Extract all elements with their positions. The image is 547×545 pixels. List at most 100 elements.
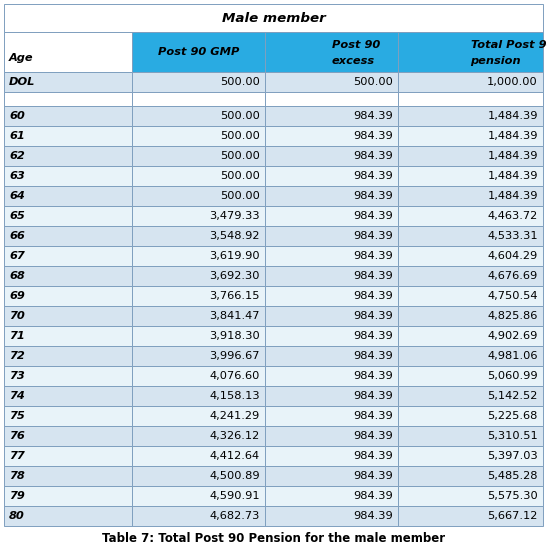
Text: 984.39: 984.39 (353, 291, 393, 301)
Bar (398, 266, 543, 286)
Bar (4, 506, 132, 526)
Bar (398, 486, 543, 506)
Text: 5,142.52: 5,142.52 (487, 391, 538, 401)
Bar (398, 366, 543, 386)
Bar (398, 426, 543, 446)
Text: 4,981.06: 4,981.06 (487, 351, 538, 361)
Text: excess: excess (331, 56, 375, 66)
Text: 3,619.90: 3,619.90 (210, 251, 260, 261)
Text: 984.39: 984.39 (353, 391, 393, 401)
Bar (398, 446, 543, 466)
Text: 4,158.13: 4,158.13 (210, 391, 260, 401)
Text: 5,575.30: 5,575.30 (487, 491, 538, 501)
Bar (265, 166, 398, 186)
Bar (132, 506, 265, 526)
Text: 984.39: 984.39 (353, 171, 393, 181)
Text: 5,060.99: 5,060.99 (487, 371, 538, 381)
Bar (398, 106, 543, 126)
Text: 1,484.39: 1,484.39 (487, 191, 538, 201)
Text: Table 7: Total Post 90 Pension for the male member: Table 7: Total Post 90 Pension for the m… (102, 531, 445, 544)
Bar (132, 92, 265, 106)
Text: 67: 67 (9, 251, 25, 261)
Text: 66: 66 (9, 231, 25, 241)
Text: 4,604.29: 4,604.29 (488, 251, 538, 261)
Bar (398, 506, 543, 526)
Text: 4,676.69: 4,676.69 (488, 271, 538, 281)
Text: 5,397.03: 5,397.03 (487, 451, 538, 461)
Bar (265, 306, 398, 326)
Text: pension: pension (470, 56, 521, 66)
Bar (132, 386, 265, 406)
Bar (265, 486, 398, 506)
Text: 4,682.73: 4,682.73 (210, 511, 260, 521)
Text: 500.00: 500.00 (220, 77, 260, 87)
Text: 984.39: 984.39 (353, 271, 393, 281)
Bar (132, 466, 265, 486)
Text: 984.39: 984.39 (353, 331, 393, 341)
Bar (398, 206, 543, 226)
Text: 984.39: 984.39 (353, 511, 393, 521)
Bar (132, 226, 265, 246)
Bar (265, 186, 398, 206)
Bar (265, 466, 398, 486)
Text: 3,996.67: 3,996.67 (210, 351, 260, 361)
Text: 1,484.39: 1,484.39 (487, 131, 538, 141)
Bar (4, 386, 132, 406)
Bar (132, 286, 265, 306)
Text: 72: 72 (9, 351, 25, 361)
Text: 1,000.00: 1,000.00 (487, 77, 538, 87)
Bar (132, 106, 265, 126)
Text: 75: 75 (9, 411, 25, 421)
Bar (4, 186, 132, 206)
Text: 984.39: 984.39 (353, 211, 393, 221)
Text: 984.39: 984.39 (353, 151, 393, 161)
Bar (265, 366, 398, 386)
Bar (4, 286, 132, 306)
Bar (398, 246, 543, 266)
Text: 4,750.54: 4,750.54 (487, 291, 538, 301)
Bar (4, 366, 132, 386)
Bar (265, 286, 398, 306)
Bar (398, 346, 543, 366)
Text: 500.00: 500.00 (220, 131, 260, 141)
Text: 984.39: 984.39 (353, 411, 393, 421)
Bar (265, 346, 398, 366)
Text: 4,825.86: 4,825.86 (487, 311, 538, 321)
Text: 76: 76 (9, 431, 25, 441)
Bar (132, 446, 265, 466)
Text: 65: 65 (9, 211, 25, 221)
Text: 74: 74 (9, 391, 25, 401)
Text: 984.39: 984.39 (353, 231, 393, 241)
Bar (132, 406, 265, 426)
Text: 4,326.12: 4,326.12 (210, 431, 260, 441)
Text: 61: 61 (9, 131, 25, 141)
Text: 984.39: 984.39 (353, 131, 393, 141)
Text: 984.39: 984.39 (353, 311, 393, 321)
Bar (4, 4, 543, 32)
Text: 984.39: 984.39 (353, 491, 393, 501)
Bar (4, 306, 132, 326)
Text: 4,463.72: 4,463.72 (488, 211, 538, 221)
Text: Age: Age (9, 53, 33, 63)
Bar (132, 126, 265, 146)
Bar (132, 366, 265, 386)
Bar (265, 72, 398, 92)
Text: 3,766.15: 3,766.15 (210, 291, 260, 301)
Text: 71: 71 (9, 331, 25, 341)
Bar (132, 326, 265, 346)
Text: 500.00: 500.00 (353, 77, 393, 87)
Bar (4, 446, 132, 466)
Text: 984.39: 984.39 (353, 251, 393, 261)
Bar (398, 146, 543, 166)
Bar (4, 466, 132, 486)
Bar (4, 226, 132, 246)
Bar (132, 72, 265, 92)
Bar (265, 106, 398, 126)
Bar (265, 266, 398, 286)
Bar (132, 426, 265, 446)
Bar (398, 286, 543, 306)
Text: 77: 77 (9, 451, 25, 461)
Text: 5,485.28: 5,485.28 (487, 471, 538, 481)
Text: Male member: Male member (222, 11, 325, 25)
Bar (265, 426, 398, 446)
